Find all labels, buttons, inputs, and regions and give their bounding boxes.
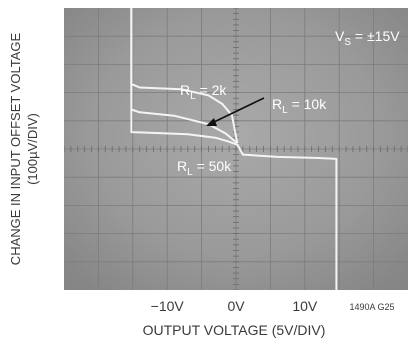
- graticule: [64, 8, 408, 290]
- y-axis-label: CHANGE IN INPUT OFFSET VOLTAGE (100µV/DI…: [0, 8, 48, 290]
- supply-label-value: = ±15V: [351, 28, 400, 44]
- y-axis-label-line2: (100µV/DIV): [25, 113, 40, 185]
- supply-label-sub: S: [344, 37, 351, 48]
- x-tick-label: −10V: [150, 298, 184, 314]
- oscilloscope-screen: VS = ±15V RL = 2k RL = 10k RL = 50k: [64, 8, 408, 290]
- x-tick-label: 0V: [227, 298, 245, 314]
- series-label-2k: RL = 2k: [180, 82, 227, 102]
- y-axis-label-line1: CHANGE IN INPUT OFFSET VOLTAGE: [8, 32, 23, 266]
- figure-id: 1490A G25: [349, 302, 395, 312]
- supply-label-main: V: [335, 28, 345, 44]
- x-tick-label: 10V: [292, 298, 318, 314]
- series-label-10k: RL = 10k: [272, 96, 327, 116]
- annotation-arrow-head: [206, 118, 217, 126]
- series-line-50k: [130, 8, 338, 290]
- supply-label: VS = ±15V: [335, 28, 400, 48]
- annotation-arrow-shaft: [213, 97, 265, 123]
- series-label-50k: RL = 50k: [177, 158, 232, 178]
- x-axis-label: OUTPUT VOLTAGE (5V/DIV): [142, 322, 326, 338]
